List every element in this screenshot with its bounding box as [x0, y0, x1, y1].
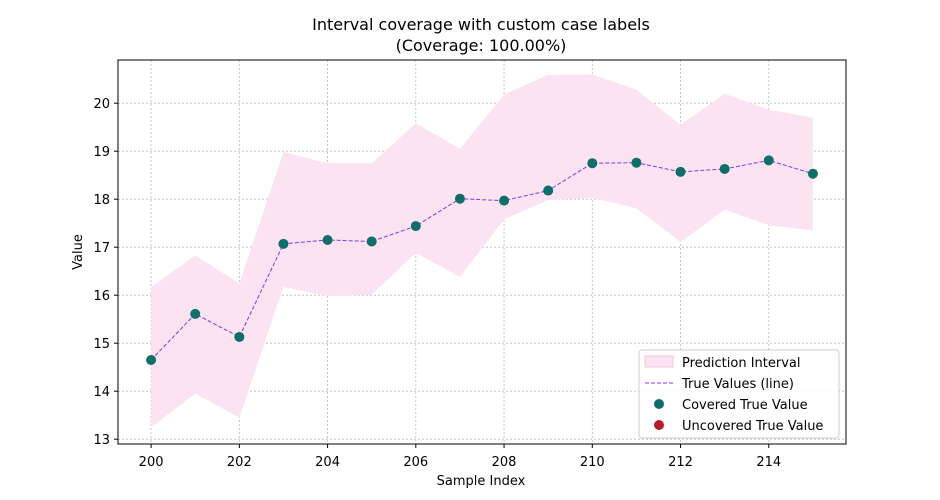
- covered-point: [190, 308, 201, 319]
- true-values-line: [150, 159, 814, 361]
- covered-point: [675, 166, 686, 177]
- covered-point: [763, 155, 774, 166]
- covered-point: [719, 163, 730, 174]
- y-tick-label: 15: [93, 337, 110, 352]
- covered-point: [454, 193, 465, 204]
- legend-box: [638, 349, 840, 439]
- legend-label-interval: Prediction Interval: [682, 356, 801, 371]
- y-tick-label: 17: [93, 241, 110, 256]
- covered-point: [807, 168, 818, 179]
- x-tick-label: 212: [668, 455, 693, 470]
- covered-point: [366, 236, 377, 247]
- plot-frame: [117, 59, 847, 445]
- x-axis-label: Sample Index: [437, 474, 526, 489]
- chart-legend: Prediction Interval True Values (line) C…: [638, 349, 840, 439]
- x-axis-ticks: 200 202 204 206 208 210 212 214: [139, 444, 781, 470]
- y-tick-label: 14: [93, 385, 110, 400]
- covered-point: [410, 221, 421, 232]
- x-tick-label: 200: [139, 455, 164, 470]
- covered-point: [278, 238, 289, 249]
- legend-uncovered-marker: [654, 420, 664, 430]
- legend-label-uncovered: Uncovered True Value: [682, 419, 823, 434]
- prediction-interval-band: [151, 74, 813, 428]
- legend-label-covered: Covered True Value: [682, 398, 808, 413]
- chart-title: Interval coverage with custom case label…: [312, 15, 650, 34]
- chart-subtitle: (Coverage: 100.00%): [396, 36, 567, 55]
- covered-point: [631, 157, 642, 168]
- y-tick-label: 19: [93, 145, 110, 160]
- y-tick-label: 13: [93, 433, 110, 448]
- covered-point: [322, 235, 333, 245]
- x-tick-label: 208: [492, 455, 517, 470]
- y-axis-label: Value: [71, 234, 86, 270]
- x-tick-label: 202: [227, 455, 252, 470]
- y-tick-label: 20: [93, 97, 110, 112]
- x-tick-label: 210: [580, 455, 605, 470]
- legend-label-line: True Values (line): [681, 377, 794, 392]
- covered-point: [499, 195, 510, 206]
- x-tick-label: 204: [315, 455, 340, 470]
- true-values-polyline: [150, 159, 814, 361]
- covered-point: [146, 355, 157, 365]
- covered-point: [234, 331, 245, 342]
- y-tick-label: 18: [93, 193, 110, 208]
- y-tick-label: 16: [93, 289, 110, 304]
- covered-points: [146, 155, 818, 365]
- covered-point: [543, 185, 554, 196]
- legend-interval-swatch: [644, 355, 674, 368]
- legend-covered-marker: [654, 399, 664, 409]
- y-axis-ticks: 13 14 15 16 17 18 19 20: [93, 97, 118, 448]
- x-tick-label: 214: [756, 455, 781, 470]
- x-tick-label: 206: [403, 455, 428, 470]
- covered-point: [587, 158, 598, 169]
- prediction-interval-area: [151, 74, 813, 428]
